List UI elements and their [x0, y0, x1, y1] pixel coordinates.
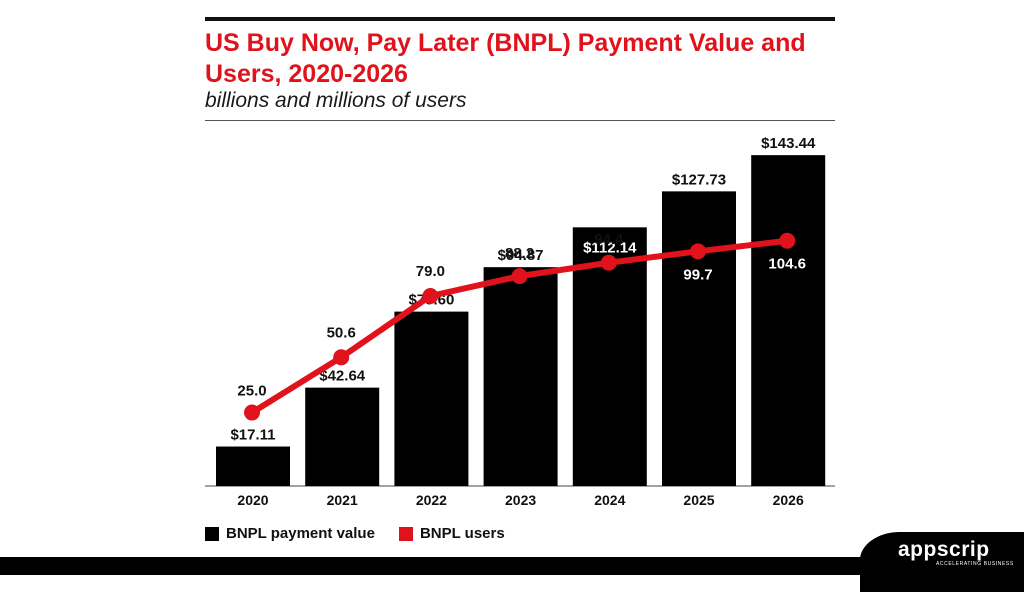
users-value-label-2020: 25.0	[237, 383, 266, 400]
bar-2021	[305, 387, 380, 486]
bar-2022	[394, 311, 469, 486]
x-tick-label-2024: 2024	[594, 492, 625, 508]
bar-value-label-2023: $94.87	[498, 247, 544, 264]
bar-2023	[483, 267, 558, 486]
chart-subtitle: billions and millions of users	[205, 89, 467, 112]
legend-label-users: BNPL users	[419, 525, 505, 542]
legend-item-users: BNPL users	[398, 525, 505, 542]
bar-value-label-2020: $17.11	[230, 427, 275, 444]
bar-2025	[662, 191, 736, 487]
users-point-2024	[600, 254, 617, 271]
chart-legend: BNPL payment value BNPL users	[205, 525, 519, 542]
bar-2026	[751, 155, 826, 487]
users-point-2021	[333, 349, 350, 366]
users-value-label-2026: 104.6	[768, 256, 806, 273]
x-tick-label-2021: 2021	[327, 492, 358, 508]
x-tick-label-2026: 2026	[773, 492, 804, 508]
legend-swatch-users	[398, 526, 413, 541]
brand-logo-text: appscrip	[898, 538, 990, 561]
footer-bar	[0, 557, 1024, 575]
users-value-label-2022: 79.0	[416, 263, 445, 280]
users-value-label-2023: 88.2	[505, 245, 534, 262]
users-value-label-2024: 94.4	[594, 231, 624, 248]
bar-value-label-2021: $42.64	[319, 368, 366, 385]
x-tick-label-2022: 2022	[416, 492, 447, 508]
brand-tagline: ACCELERATING BUSINESS	[936, 561, 1014, 567]
users-point-2026	[779, 232, 796, 249]
users-value-label-2025: 99.7	[683, 266, 712, 283]
bar-value-label-2024: $112.14	[583, 239, 637, 256]
chart-title: US Buy Now, Pay Later (BNPL) Payment Val…	[205, 29, 806, 88]
x-tick-label-2023: 2023	[505, 492, 536, 508]
legend-swatch-payment-value	[205, 526, 219, 541]
title-top-rule	[205, 17, 835, 21]
users-point-2022	[422, 287, 439, 304]
x-tick-label-2025: 2025	[683, 492, 714, 508]
bar-value-label-2025: $127.73	[672, 171, 726, 188]
legend-label-payment-value: BNPL payment value	[226, 525, 375, 542]
chart-plot: 2020 2021 2022 2023 2024 2025 2026 $17.11 $42.64…	[205, 135, 835, 508]
users-point-2023	[511, 268, 528, 285]
legend-item-payment-value: BNPL payment value	[205, 525, 375, 542]
bar-2020	[216, 446, 290, 486]
users-point-2020	[244, 404, 260, 421]
x-tick-label-2020: 2020	[237, 492, 268, 508]
subtitle-rule	[205, 120, 835, 121]
bar-value-label-2026: $143.44	[761, 135, 816, 152]
users-value-label-2021: 50.6	[327, 324, 356, 341]
users-point-2025	[690, 243, 706, 260]
